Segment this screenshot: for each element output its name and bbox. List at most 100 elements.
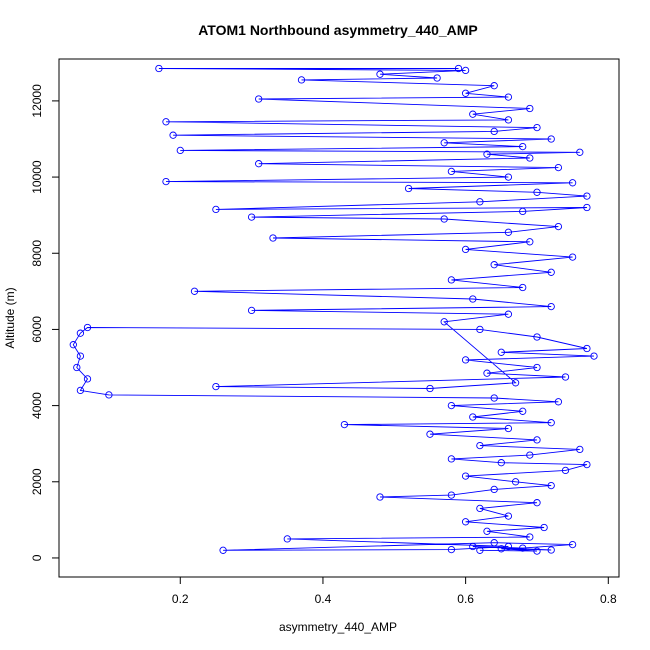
y-tick-label: 4000 <box>30 392 44 419</box>
data-point <box>69 341 77 349</box>
y-tick-label: 0 <box>30 554 44 561</box>
data-point <box>519 544 527 552</box>
data-point <box>426 430 434 438</box>
data-point <box>476 325 484 334</box>
data-point <box>526 104 534 113</box>
data-point <box>519 283 527 292</box>
plot-area <box>69 64 598 555</box>
data-point <box>504 542 513 551</box>
data-point <box>105 391 113 399</box>
data-point <box>583 192 591 200</box>
data-point <box>490 539 498 547</box>
y-tick-label: 2000 <box>30 468 44 495</box>
data-point <box>461 66 470 75</box>
data-point <box>247 306 256 315</box>
data-point <box>511 379 520 387</box>
data-point <box>247 213 256 221</box>
data-point <box>162 177 170 186</box>
data-point <box>568 179 577 187</box>
data-point <box>561 466 570 475</box>
data-point <box>461 245 470 254</box>
data-point <box>469 110 477 118</box>
data-point <box>461 472 470 480</box>
data-point <box>447 276 456 284</box>
data-point <box>476 198 484 206</box>
data-point <box>297 76 306 84</box>
data-point <box>483 369 491 377</box>
data-point <box>461 89 470 97</box>
data-point <box>519 407 527 415</box>
data-point <box>447 401 456 410</box>
data-point <box>255 160 263 168</box>
data-point <box>73 363 81 372</box>
data-point <box>454 64 463 73</box>
data-point <box>490 261 498 269</box>
data-point <box>461 356 470 364</box>
data-point <box>547 268 555 276</box>
data-point <box>469 295 477 303</box>
y-axis: 0 2000 4000 6000 8000 10000 12000 <box>30 84 60 561</box>
data-point <box>490 394 498 402</box>
data-point <box>404 184 413 193</box>
data-point <box>469 542 477 551</box>
data-point <box>447 491 456 499</box>
data-point <box>533 547 541 555</box>
y-tick-label: 10000 <box>30 160 44 194</box>
data-point <box>497 459 505 467</box>
data-point <box>519 142 527 151</box>
data-point <box>155 64 163 73</box>
data-point <box>169 131 177 139</box>
y-tick-label: 8000 <box>30 240 44 267</box>
data-point <box>504 228 513 236</box>
chart-title: ATOM1 Northbound asymmetry_440_AMP <box>198 22 478 38</box>
data-point <box>483 150 491 158</box>
data-point <box>190 287 199 295</box>
data-point <box>583 203 591 212</box>
data-point <box>533 123 541 132</box>
x-tick-label: 0.6 <box>457 592 474 606</box>
data-point <box>476 441 484 450</box>
data-point <box>590 352 598 360</box>
data-point <box>490 127 498 136</box>
data-point <box>490 82 498 90</box>
data-point <box>483 527 491 535</box>
data-point <box>547 135 555 143</box>
data-point <box>162 118 170 126</box>
data-point <box>554 398 563 406</box>
data-point <box>461 518 470 526</box>
x-tick-label: 0.4 <box>315 592 332 606</box>
data-point <box>526 451 534 459</box>
y-tick-label: 12000 <box>30 84 44 118</box>
series-line <box>72 68 595 552</box>
data-point <box>83 375 92 383</box>
data-point <box>497 545 505 553</box>
data-point <box>440 215 448 223</box>
data-point <box>219 546 227 554</box>
data-point <box>504 116 513 124</box>
data-point <box>533 499 541 507</box>
data-point <box>269 234 277 242</box>
data-point <box>526 238 534 246</box>
data-point <box>440 139 448 147</box>
data-point <box>447 455 456 463</box>
data-point <box>504 512 513 520</box>
data-point <box>76 352 85 360</box>
data-point <box>533 436 541 444</box>
data-point <box>576 445 584 454</box>
data-point <box>540 523 548 532</box>
data-point <box>576 148 584 156</box>
y-tick-label: 6000 <box>30 316 44 343</box>
data-point <box>519 207 527 216</box>
data-point <box>583 344 591 353</box>
data-point <box>212 382 220 391</box>
data-point <box>255 95 263 103</box>
data-point <box>568 540 577 549</box>
data-point <box>568 253 577 261</box>
x-axis: 0.2 0.4 0.6 0.8 <box>172 576 617 606</box>
x-tick-label: 0.8 <box>600 592 617 606</box>
data-point <box>447 167 456 176</box>
data-point <box>561 373 570 381</box>
x-tick-label: 0.2 <box>172 592 189 606</box>
data-point <box>426 384 434 393</box>
data-point <box>176 146 184 155</box>
